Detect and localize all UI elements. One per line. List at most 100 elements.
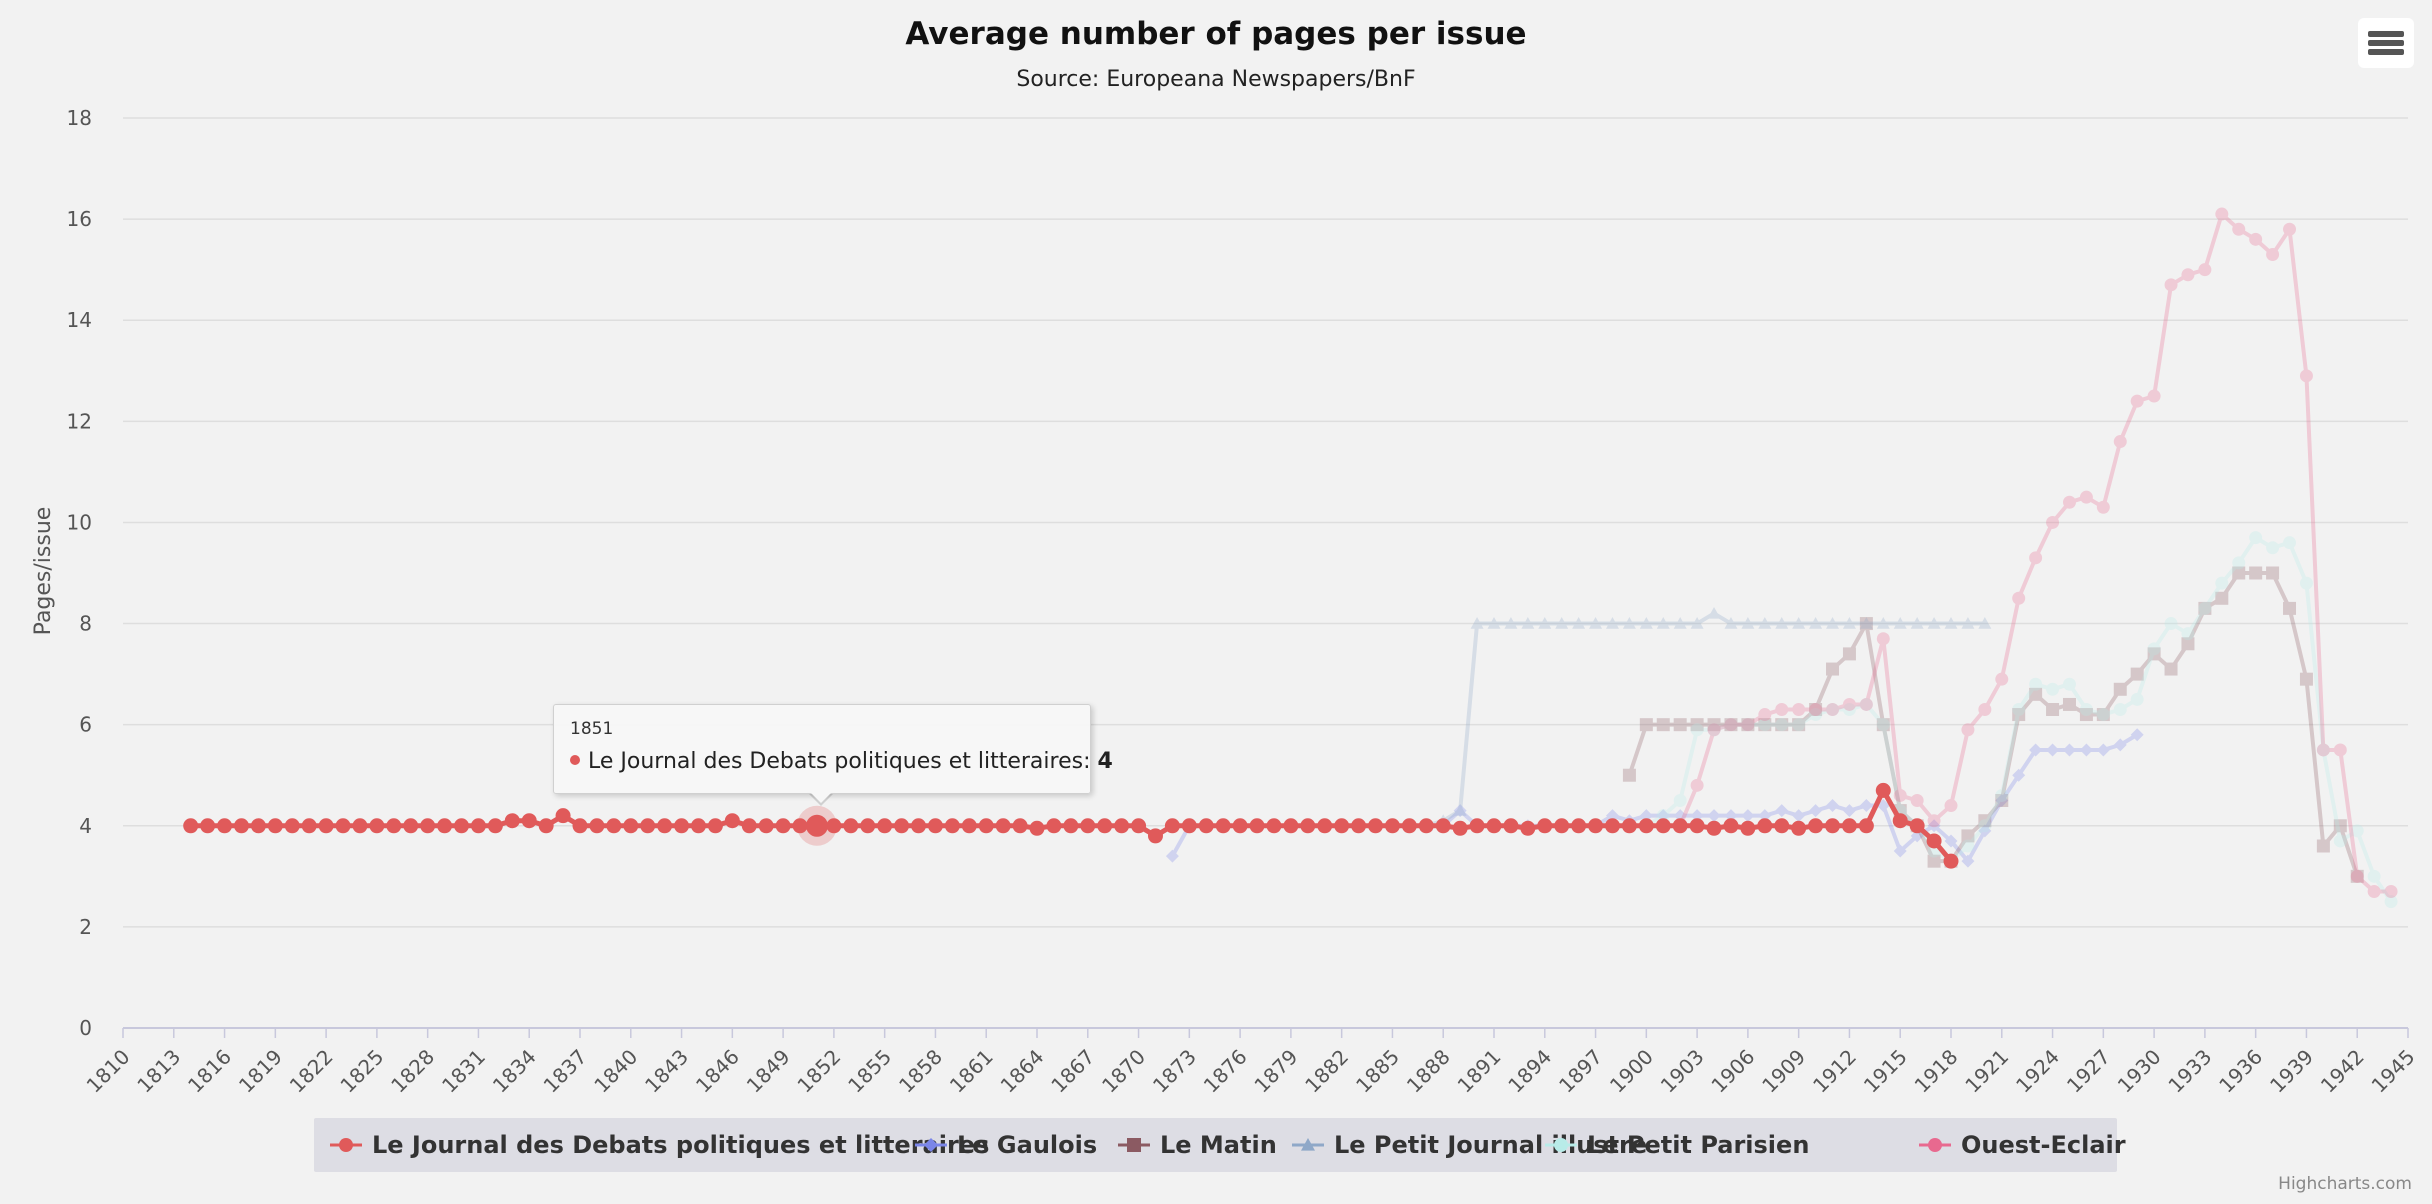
data-point[interactable] [2316, 743, 2330, 757]
data-point[interactable] [555, 808, 571, 824]
data-point[interactable] [1589, 617, 1603, 629]
data-point[interactable] [572, 818, 588, 834]
data-point[interactable] [2079, 490, 2093, 504]
data-point[interactable] [487, 818, 503, 834]
data-point[interactable] [1775, 617, 1789, 629]
data-point[interactable] [1266, 818, 1282, 834]
data-point[interactable] [2113, 435, 2127, 449]
data-point[interactable] [2350, 869, 2364, 883]
data-point[interactable] [2029, 687, 2043, 701]
data-point[interactable] [1707, 606, 1721, 619]
data-point[interactable] [1707, 723, 1721, 737]
data-point[interactable] [1961, 829, 1975, 843]
data-point[interactable] [1639, 617, 1653, 629]
data-point[interactable] [1876, 632, 1890, 646]
data-point[interactable] [1418, 818, 1434, 834]
data-point[interactable] [1978, 814, 1992, 828]
data-point[interactable] [2384, 885, 2398, 898]
data-point[interactable] [2147, 642, 2161, 656]
data-point[interactable] [1978, 617, 1992, 629]
data-point[interactable] [826, 818, 842, 834]
data-point[interactable] [2079, 743, 2093, 757]
data-point[interactable] [1639, 718, 1653, 732]
data-point[interactable] [1876, 718, 1890, 732]
series-line[interactable] [1425, 611, 1985, 828]
data-point[interactable] [1775, 718, 1789, 732]
data-point[interactable] [1758, 617, 1772, 629]
data-point[interactable] [2130, 692, 2144, 706]
data-point[interactable] [2113, 703, 2127, 716]
data-point[interactable] [1875, 782, 1891, 798]
data-point[interactable] [2283, 536, 2297, 550]
data-point[interactable] [1842, 703, 1856, 716]
data-point[interactable] [1181, 818, 1197, 834]
data-point[interactable] [2249, 566, 2263, 580]
data-point[interactable] [1774, 818, 1790, 834]
data-point[interactable] [1826, 799, 1840, 813]
data-point[interactable] [1469, 818, 1485, 834]
data-point[interactable] [1758, 718, 1772, 732]
data-point[interactable] [1555, 617, 1569, 629]
data-point[interactable] [1826, 703, 1840, 716]
data-point[interactable] [2113, 738, 2127, 752]
data-point[interactable] [1758, 809, 1772, 823]
data-point[interactable] [2299, 369, 2313, 383]
data-point[interactable] [2164, 662, 2178, 676]
data-point[interactable] [437, 818, 453, 834]
data-point[interactable] [1029, 820, 1045, 836]
data-point[interactable] [1859, 697, 1873, 711]
data-point[interactable] [1741, 718, 1755, 732]
data-point[interactable] [1080, 818, 1096, 834]
data-point[interactable] [233, 818, 249, 834]
data-point[interactable] [1300, 818, 1316, 834]
data-point[interactable] [623, 818, 639, 834]
data-point[interactable] [2266, 541, 2280, 555]
data-point[interactable] [2181, 268, 2195, 282]
data-point[interactable] [1741, 809, 1755, 823]
data-point[interactable] [1384, 818, 1400, 834]
data-point[interactable] [1758, 708, 1772, 722]
data-point[interactable] [2046, 515, 2060, 529]
data-point[interactable] [1572, 617, 1586, 629]
series-line[interactable] [1629, 212, 2392, 894]
data-point[interactable] [1809, 703, 1823, 716]
data-point[interactable] [2232, 222, 2246, 236]
data-point[interactable] [1638, 818, 1654, 834]
data-point[interactable] [1826, 662, 1840, 676]
data-point[interactable] [860, 818, 876, 834]
data-point[interactable] [2249, 232, 2263, 246]
data-point[interactable] [1893, 617, 1907, 629]
data-point[interactable] [454, 818, 470, 834]
data-point[interactable] [1741, 718, 1755, 732]
data-point[interactable] [1961, 617, 1975, 629]
data-point[interactable] [2266, 248, 2280, 261]
data-point[interactable] [2130, 394, 2144, 408]
data-point[interactable] [2198, 601, 2212, 615]
data-point[interactable] [1707, 718, 1721, 732]
data-point[interactable] [1503, 818, 1519, 834]
data-point[interactable] [1995, 794, 2009, 807]
data-point[interactable] [1893, 844, 1907, 858]
data-point[interactable] [1809, 617, 1823, 629]
data-point[interactable] [1487, 617, 1501, 629]
data-point[interactable] [301, 818, 317, 834]
data-point[interactable] [1690, 778, 1704, 792]
data-point[interactable] [2096, 708, 2110, 722]
data-point[interactable] [1927, 617, 1941, 629]
data-point[interactable] [1809, 703, 1823, 716]
data-point[interactable] [250, 818, 266, 834]
data-point[interactable] [1826, 617, 1840, 629]
data-point[interactable] [1809, 708, 1823, 722]
data-point[interactable] [2062, 495, 2076, 509]
data-point[interactable] [2266, 566, 2280, 580]
data-point[interactable] [1841, 818, 1857, 834]
data-point[interactable] [1842, 804, 1856, 818]
data-point[interactable] [1689, 818, 1705, 834]
data-point[interactable] [1775, 804, 1789, 818]
data-point[interactable] [2316, 743, 2330, 757]
data-point[interactable] [2012, 703, 2026, 716]
data-point[interactable] [775, 818, 791, 834]
data-point[interactable] [1571, 818, 1587, 834]
data-point[interactable] [267, 818, 283, 834]
data-point[interactable] [792, 818, 808, 834]
